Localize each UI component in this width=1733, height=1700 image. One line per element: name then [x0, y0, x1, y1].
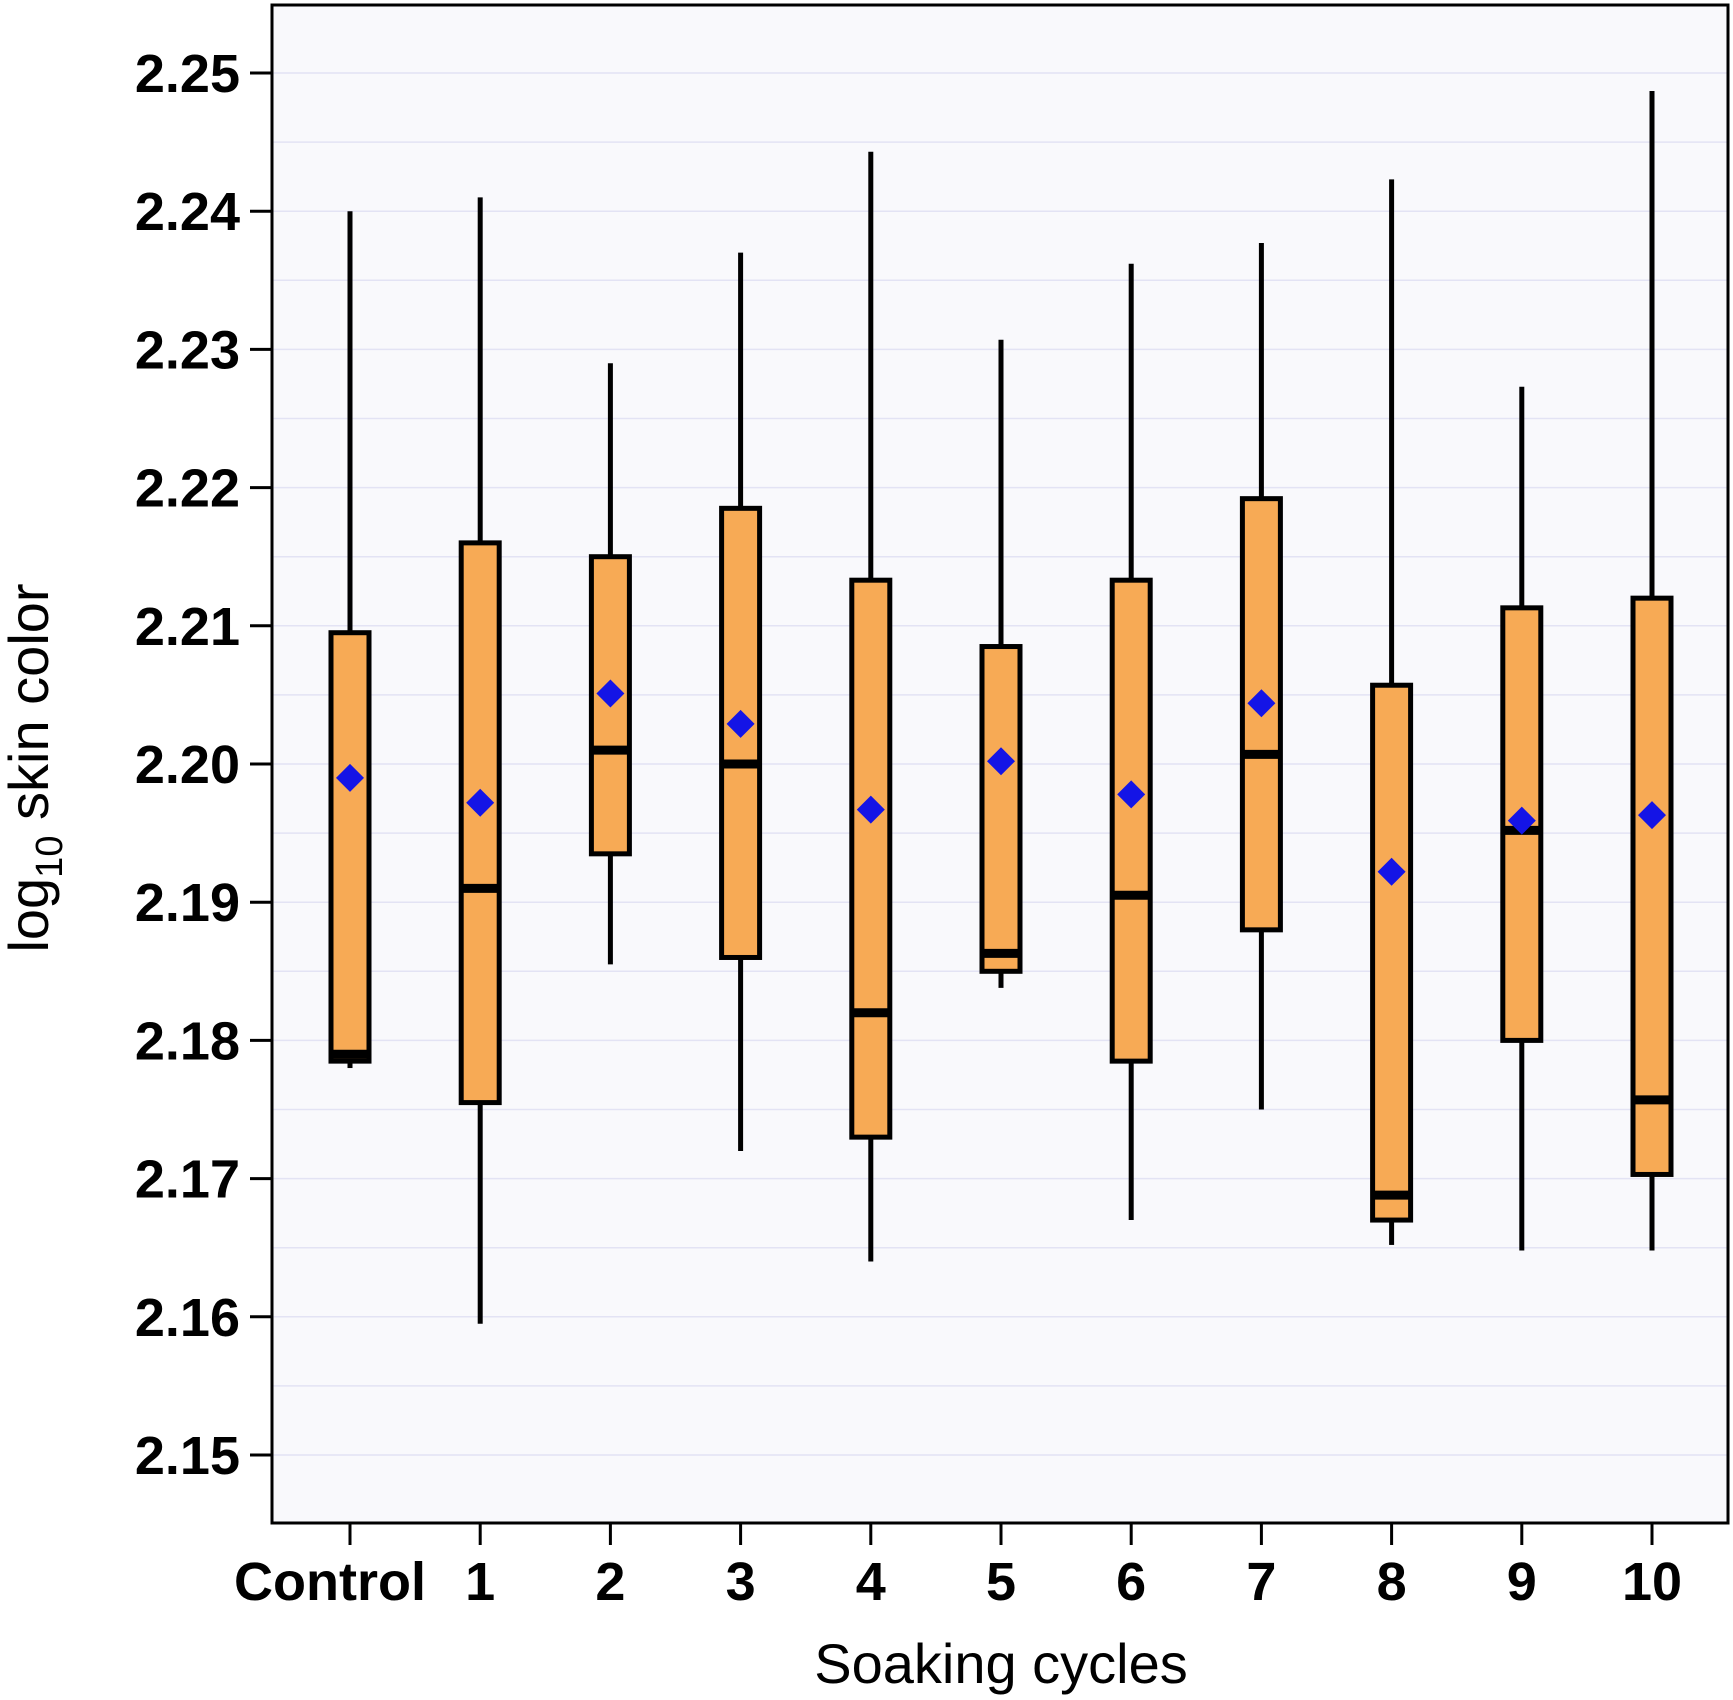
mean-marker: [1507, 806, 1536, 835]
box-iqr: [328, 630, 372, 1064]
mean-marker: [726, 709, 755, 738]
y-axis-title-main: log: [0, 878, 60, 953]
x-tick-label: 9: [1507, 1552, 1537, 1612]
y-tick-label: 2.24: [135, 182, 240, 242]
y-tick-label: 2.25: [135, 44, 240, 104]
y-tick-label: 2.23: [135, 320, 240, 380]
x-tick-label: 10: [1622, 1552, 1682, 1612]
box-group-9: [1500, 386, 1544, 1251]
y-tick-label: 2.17: [135, 1150, 240, 1210]
mean-marker: [336, 763, 364, 792]
box-group-4: [849, 151, 893, 1262]
y-tick-label: 2.15: [135, 1426, 240, 1486]
y-tick-label: 2.18: [135, 1011, 240, 1071]
x-tick-label: 2: [595, 1552, 625, 1612]
box-group-10: [1630, 90, 1674, 1251]
y-tick-label: 2.21: [135, 597, 240, 657]
box-group-5: [979, 339, 1023, 988]
y-tick-label: 2.20: [135, 735, 240, 795]
y-axis: 2.15 2.16 2.17 2.18 2.19 2.20 2.21 2.22 2.23 2.24…: [135, 44, 272, 1486]
box-iqr: [849, 577, 893, 1140]
mean-marker: [466, 788, 495, 817]
x-tick-label: 5: [986, 1552, 1016, 1612]
mean-marker: [856, 795, 885, 824]
box-iqr: [458, 540, 502, 1106]
boxes: [328, 90, 1674, 1324]
mean-marker: [1638, 801, 1666, 830]
mean-marker: [1117, 780, 1146, 809]
box-group-1: [458, 197, 502, 1324]
x-axis: Control 1 2 3 4 5 6 7 8 9 10: [234, 1523, 1682, 1612]
x-tick-label: 3: [726, 1552, 756, 1612]
box-iqr: [1370, 682, 1414, 1223]
box-group-3: [719, 252, 763, 1151]
x-tick-label: 8: [1377, 1552, 1407, 1612]
x-tick-label: 4: [856, 1552, 886, 1612]
box-group-8: [1370, 179, 1414, 1245]
x-tick-label: 1: [465, 1552, 495, 1612]
y-tick-label: 2.19: [135, 873, 240, 933]
x-axis-title: Soaking cycles: [814, 1632, 1188, 1695]
box-group-2: [588, 363, 632, 965]
mean-marker: [1377, 857, 1406, 886]
mean-marker: [596, 679, 625, 708]
mean-marker: [1247, 689, 1276, 718]
x-tick-label: 7: [1246, 1552, 1276, 1612]
box-iqr: [1109, 577, 1153, 1064]
x-tick-label: Control: [234, 1552, 426, 1612]
mean-marker: [987, 747, 1015, 776]
x-tick-label: 6: [1116, 1552, 1146, 1612]
y-axis-title-subscript: 10: [29, 836, 71, 878]
box-group-6: [1109, 263, 1153, 1221]
box-group-Control: [328, 211, 372, 1069]
box-group-7: [1239, 242, 1283, 1110]
y-tick-label: 2.16: [135, 1288, 240, 1348]
y-tick-label: 2.22: [135, 459, 240, 519]
box-iqr: [1630, 595, 1674, 1177]
box-iqr: [979, 644, 1023, 974]
y-axis-title-rest: skin color: [0, 583, 60, 835]
y-axis-title: log10 skin color: [0, 583, 71, 952]
